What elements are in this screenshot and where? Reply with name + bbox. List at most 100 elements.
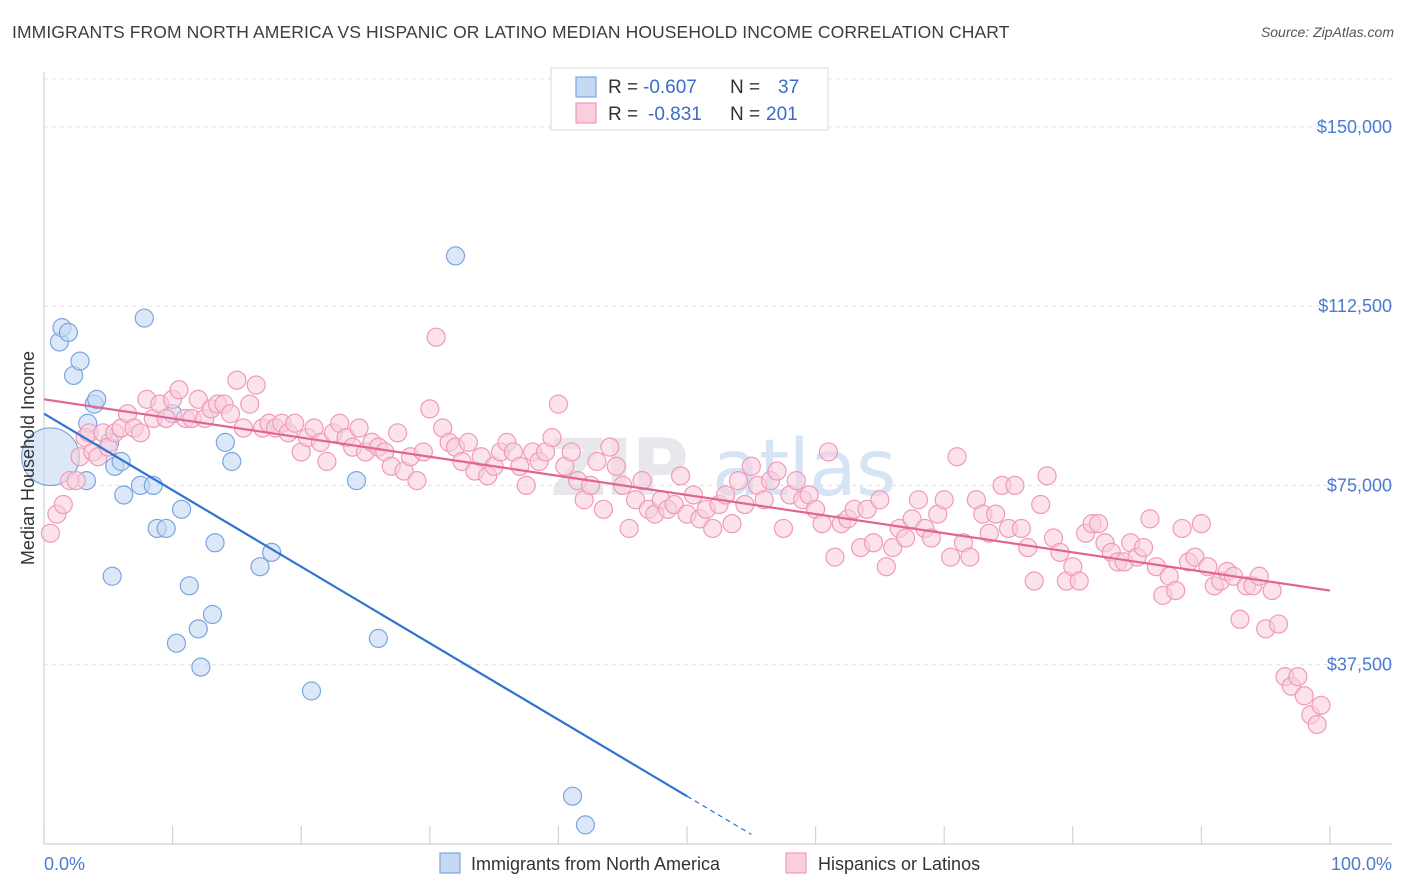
- data-point: [1307, 714, 1327, 735]
- data-point: [1191, 514, 1212, 534]
- data-point: [1288, 667, 1308, 687]
- data-point: [188, 619, 208, 639]
- y-axis-title: Median Household Income: [18, 351, 38, 565]
- data-point: [703, 518, 723, 539]
- data-point: [166, 633, 187, 653]
- data-point: [205, 533, 225, 553]
- legend-r-label-1: R =: [608, 77, 638, 98]
- y-tick-label: $150,000: [1317, 117, 1392, 137]
- data-point: [445, 246, 466, 266]
- data-point: [767, 461, 787, 481]
- data-point: [240, 394, 260, 414]
- data-point: [250, 557, 270, 577]
- data-point: [169, 380, 189, 400]
- data-point: [53, 494, 73, 515]
- data-point: [130, 423, 151, 443]
- legend-n-label-2: N =: [730, 104, 760, 125]
- x-tick-label-max: 100.0%: [1331, 854, 1392, 874]
- data-point: [625, 490, 646, 510]
- data-point: [66, 471, 86, 491]
- data-point: [562, 786, 583, 806]
- data-point: [722, 514, 742, 534]
- data-point: [632, 471, 652, 491]
- data-point: [1311, 695, 1331, 715]
- data-point: [40, 523, 61, 543]
- data-point: [114, 485, 134, 505]
- legend-r-value-2: -0.831: [648, 104, 702, 125]
- data-point: [1069, 571, 1089, 591]
- data-point: [812, 514, 832, 534]
- data-point: [818, 442, 839, 462]
- data-point: [1031, 494, 1051, 515]
- data-point: [227, 370, 247, 390]
- data-point: [458, 432, 478, 452]
- data-point: [516, 475, 536, 496]
- bottom-legend-label-blue: Immigrants from North America: [471, 854, 721, 874]
- data-point: [587, 451, 607, 472]
- data-point: [825, 547, 845, 567]
- data-point: [179, 576, 199, 596]
- bottom-legend-swatch-pink: [785, 852, 807, 874]
- data-point: [934, 490, 954, 510]
- data-point: [510, 456, 530, 476]
- y-tick-label: $75,000: [1327, 475, 1392, 495]
- series-legend: Immigrants from North America Hispanics …: [439, 852, 980, 874]
- trendlines: [43, 398, 1331, 835]
- data-point: [1024, 571, 1044, 591]
- data-point: [670, 466, 691, 486]
- data-point: [1005, 475, 1025, 496]
- data-point: [368, 628, 388, 649]
- data-point: [215, 432, 235, 452]
- data-point: [87, 389, 107, 409]
- data-point: [1268, 614, 1289, 634]
- data-point: [1140, 509, 1160, 529]
- data-point: [921, 528, 941, 548]
- data-point: [388, 423, 408, 443]
- data-point: [1249, 566, 1269, 586]
- chart-source: Source: ZipAtlas.com: [1260, 24, 1394, 40]
- data-point: [471, 447, 491, 467]
- data-point: [346, 471, 367, 491]
- data-point: [202, 604, 223, 625]
- data-point: [102, 566, 122, 586]
- data-point: [246, 375, 266, 395]
- data-point: [426, 327, 446, 347]
- data-point: [413, 442, 433, 462]
- data-point: [883, 537, 903, 558]
- bottom-legend-swatch-blue: [439, 852, 461, 874]
- data-point: [606, 456, 626, 476]
- data-point: [317, 451, 337, 472]
- data-point: [188, 389, 208, 409]
- data-point: [619, 518, 639, 539]
- x-tick-label-min: 0.0%: [44, 854, 85, 874]
- data-point: [561, 442, 581, 462]
- data-point: [1088, 514, 1109, 534]
- data-point: [407, 471, 427, 491]
- data-point: [1185, 547, 1205, 567]
- data-point: [600, 437, 620, 457]
- data-point: [960, 547, 980, 567]
- data-point: [1172, 518, 1192, 539]
- data-point: [191, 657, 211, 677]
- data-point: [908, 490, 929, 510]
- data-point: [172, 499, 192, 519]
- bottom-legend-label-pink: Hispanics or Latinos: [818, 854, 980, 874]
- data-point: [134, 308, 154, 328]
- legend-swatch-blue: [575, 76, 597, 98]
- trend-line: [43, 398, 1331, 592]
- data-point: [222, 451, 242, 472]
- data-point: [1262, 580, 1282, 601]
- legend-n-label-1: N =: [730, 77, 760, 98]
- data-point: [548, 394, 569, 414]
- data-point: [1230, 609, 1250, 629]
- stats-legend-box: [550, 67, 829, 131]
- data-point: [1037, 466, 1057, 486]
- data-point: [220, 404, 241, 424]
- data-point: [1294, 686, 1314, 706]
- trend-line: [43, 412, 688, 798]
- data-point: [979, 523, 999, 543]
- series-hispanics-latinos: [40, 327, 1331, 735]
- legend-r-label-2: R =: [608, 104, 638, 125]
- data-point: [349, 418, 369, 438]
